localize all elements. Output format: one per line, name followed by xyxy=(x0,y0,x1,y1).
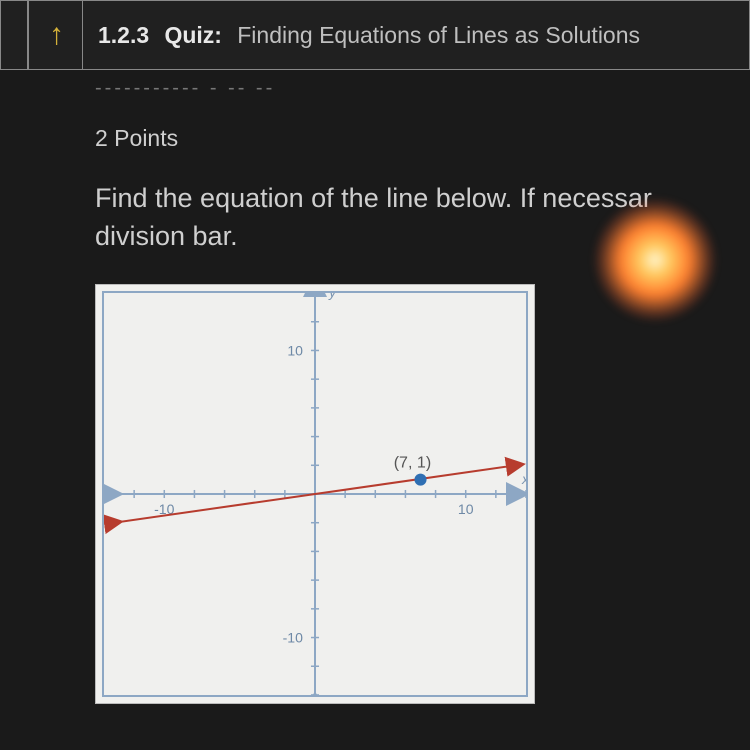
coordinate-graph: -1010-1010yx(7, 1) xyxy=(104,293,526,695)
prompt-line-2: division bar. xyxy=(95,221,238,251)
question-prompt: Find the equation of the line below. If … xyxy=(95,180,750,256)
left-panel-edge xyxy=(0,0,28,70)
quiz-title-text: Finding Equations of Lines as Solutions xyxy=(237,22,640,48)
graph-container: -1010-1010yx(7, 1) xyxy=(95,284,535,704)
prompt-line-1: Find the equation of the line below. If … xyxy=(95,183,652,213)
obscured-text: ----------- - -- -- xyxy=(95,77,750,100)
section-number: 1.2.3 xyxy=(98,22,149,48)
points-label: 2 Points xyxy=(95,125,750,152)
quiz-header: ↑ 1.2.3 Quiz: Finding Equations of Lines… xyxy=(28,0,750,70)
svg-text:10: 10 xyxy=(458,501,474,517)
graph-inner: -1010-1010yx(7, 1) xyxy=(102,291,528,697)
header-separator xyxy=(82,0,83,70)
svg-text:-10: -10 xyxy=(283,629,303,645)
question-content: ----------- - -- -- 2 Points Find the eq… xyxy=(95,75,750,704)
svg-text:10: 10 xyxy=(287,342,303,358)
svg-text:y: y xyxy=(328,293,337,300)
quiz-title: 1.2.3 Quiz: Finding Equations of Lines a… xyxy=(98,22,640,49)
back-arrow-icon[interactable]: ↑ xyxy=(49,18,64,52)
svg-text:x: x xyxy=(521,471,526,487)
svg-text:(7, 1): (7, 1) xyxy=(394,453,432,471)
section-label: Quiz: xyxy=(164,22,222,48)
